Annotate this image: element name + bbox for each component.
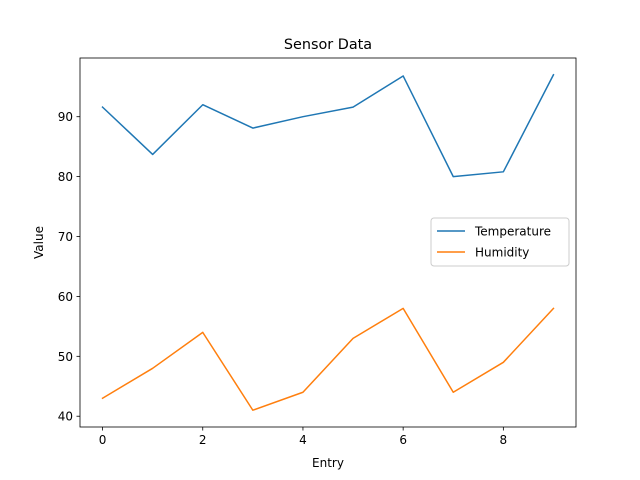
legend-label-humidity: Humidity <box>475 246 529 260</box>
y-axis-ticks: 40 50 60 70 80 90 <box>58 110 80 424</box>
y-tick-label: 60 <box>58 290 73 304</box>
legend-label-temperature: Temperature <box>474 225 551 239</box>
x-tick-label: 4 <box>299 433 307 447</box>
x-tick-label: 6 <box>399 433 407 447</box>
y-tick-label: 90 <box>58 110 73 124</box>
legend: Temperature Humidity <box>430 217 570 267</box>
x-tick-label: 2 <box>199 433 207 447</box>
x-axis-ticks: 0 2 4 6 8 <box>99 427 507 447</box>
series-line-humidity <box>101 307 555 411</box>
y-tick-label: 70 <box>58 230 73 244</box>
chart-title: Sensor Data <box>284 37 372 53</box>
series-layer <box>101 73 555 411</box>
x-axis-label: Entry <box>312 456 344 470</box>
x-tick-label: 8 <box>500 433 508 447</box>
legend-frame <box>430 217 570 267</box>
y-tick-label: 40 <box>58 410 73 424</box>
plot-frame <box>79 57 577 428</box>
x-tick-label: 0 <box>99 433 107 447</box>
y-tick-label: 50 <box>58 350 73 364</box>
series-line-temperature <box>101 73 555 178</box>
y-axis-label: Value <box>32 226 46 259</box>
y-tick-label: 80 <box>58 170 73 184</box>
